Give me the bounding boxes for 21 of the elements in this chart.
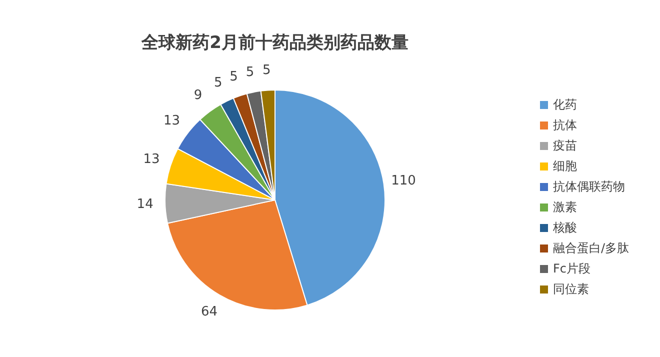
- legend-label: 激素: [553, 200, 577, 214]
- data-label: 5: [246, 64, 254, 80]
- legend-label: 抗体偶联药物: [553, 179, 625, 194]
- data-label: 9: [194, 88, 202, 103]
- legend-label: 疫苗: [553, 138, 577, 152]
- data-label: 13: [143, 152, 160, 168]
- legend-label: 融合蛋白/多肽: [553, 240, 630, 255]
- legend-label: 细胞: [553, 158, 577, 173]
- legend-label: 同位素: [553, 282, 589, 296]
- legend-label: 化药: [553, 97, 577, 112]
- data-label: 5: [214, 76, 222, 91]
- data-label: 13: [163, 114, 180, 129]
- legend-label: 核酸: [552, 220, 577, 234]
- legend-label: 抗体: [553, 118, 577, 132]
- legend-label: Fc片段: [553, 261, 590, 276]
- chart-title: 全球新药2月前十药品类别药品数量: [140, 33, 408, 53]
- data-label: 5: [262, 62, 271, 78]
- data-label: 5: [230, 69, 238, 84]
- data-label: 110: [391, 173, 416, 188]
- data-label: 64: [201, 304, 218, 320]
- data-label: 14: [136, 196, 154, 212]
